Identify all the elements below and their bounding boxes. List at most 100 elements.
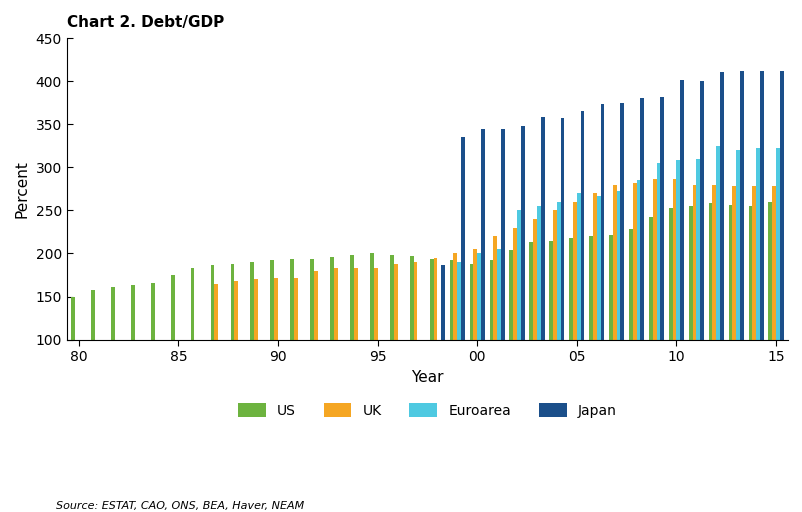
Bar	[469, 264, 473, 339]
Bar	[775, 148, 779, 339]
Bar	[350, 255, 354, 339]
Text: Source: ESTAT, CAO, ONS, BEA, Haver, NEAM: Source: ESTAT, CAO, ONS, BEA, Haver, NEA…	[56, 501, 304, 511]
Bar	[636, 180, 639, 339]
Bar	[719, 72, 723, 339]
Bar	[715, 146, 719, 339]
Bar	[533, 219, 537, 339]
Bar	[616, 191, 620, 339]
Bar	[755, 148, 759, 339]
Bar	[354, 268, 357, 339]
Bar	[731, 186, 735, 339]
Bar	[576, 193, 580, 339]
Legend: US, UK, Euroarea, Japan: US, UK, Euroarea, Japan	[233, 397, 622, 423]
Bar	[759, 71, 763, 339]
Bar	[294, 278, 298, 339]
Bar	[589, 236, 592, 339]
Bar	[711, 184, 715, 339]
Bar	[512, 228, 516, 339]
Bar	[151, 283, 155, 339]
Bar	[334, 268, 338, 339]
Bar	[672, 179, 675, 339]
Bar	[500, 129, 504, 339]
Bar	[508, 250, 512, 339]
X-axis label: Year: Year	[411, 370, 443, 385]
Bar	[449, 260, 453, 339]
Bar	[628, 229, 632, 339]
Bar	[390, 255, 393, 339]
Bar	[91, 290, 95, 339]
Bar	[254, 280, 257, 339]
Bar	[612, 184, 616, 339]
Bar	[480, 130, 484, 339]
Bar	[440, 265, 444, 339]
Bar	[688, 206, 691, 339]
Bar	[190, 268, 194, 339]
Bar	[553, 210, 557, 339]
Bar	[520, 126, 524, 339]
Bar	[131, 285, 135, 339]
Bar	[393, 264, 397, 339]
Bar	[751, 186, 755, 339]
Bar	[639, 98, 643, 339]
Bar	[429, 259, 433, 339]
Y-axis label: Percent: Percent	[15, 160, 30, 218]
Bar	[290, 260, 294, 339]
Bar	[314, 271, 318, 339]
Bar	[250, 262, 254, 339]
Bar	[727, 205, 731, 339]
Bar	[460, 137, 464, 339]
Bar	[370, 253, 374, 339]
Bar	[496, 249, 500, 339]
Bar	[374, 268, 377, 339]
Bar	[652, 179, 656, 339]
Bar	[768, 202, 772, 339]
Bar	[675, 160, 679, 339]
Bar	[557, 202, 560, 339]
Bar	[699, 81, 703, 339]
Bar	[772, 186, 775, 339]
Bar	[708, 203, 711, 339]
Bar	[171, 275, 174, 339]
Bar	[679, 80, 683, 339]
Bar	[549, 241, 553, 339]
Bar	[735, 150, 739, 339]
Bar	[516, 210, 520, 339]
Bar	[648, 217, 652, 339]
Bar	[620, 103, 623, 339]
Bar	[695, 159, 699, 339]
Bar	[600, 104, 604, 339]
Bar	[529, 242, 533, 339]
Text: Chart 2. Debt/GDP: Chart 2. Debt/GDP	[67, 15, 224, 30]
Bar	[273, 278, 277, 339]
Bar	[573, 202, 576, 339]
Bar	[537, 206, 540, 339]
Bar	[456, 262, 460, 339]
Bar	[668, 208, 672, 339]
Bar	[596, 196, 600, 339]
Bar	[489, 260, 492, 339]
Bar	[413, 262, 417, 339]
Bar	[111, 287, 115, 339]
Bar	[453, 253, 456, 339]
Bar	[476, 253, 480, 339]
Bar	[492, 236, 496, 339]
Bar	[540, 117, 544, 339]
Bar	[560, 118, 564, 339]
Bar	[747, 206, 751, 339]
Bar	[234, 281, 238, 339]
Bar	[310, 259, 314, 339]
Bar	[270, 260, 273, 339]
Bar	[691, 184, 695, 339]
Bar	[739, 71, 743, 339]
Bar	[214, 284, 218, 339]
Bar	[230, 264, 234, 339]
Bar	[71, 296, 75, 339]
Bar	[569, 238, 573, 339]
Bar	[632, 183, 636, 339]
Bar	[433, 258, 437, 339]
Bar	[656, 163, 659, 339]
Bar	[779, 71, 783, 339]
Bar	[330, 257, 334, 339]
Bar	[409, 256, 413, 339]
Bar	[609, 234, 612, 339]
